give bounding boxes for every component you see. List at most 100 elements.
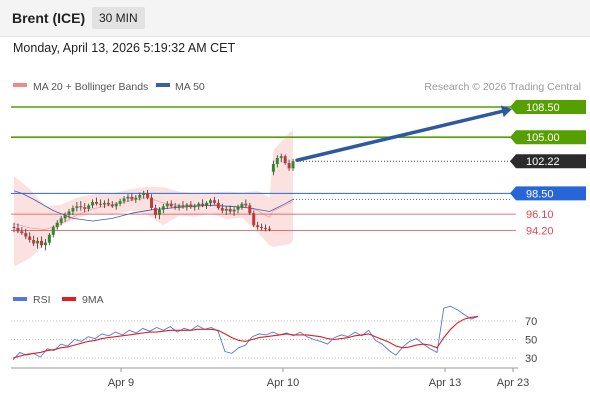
candle-body [287, 163, 291, 169]
rsi-ma-legend-swatch [62, 297, 76, 301]
candle [79, 201, 83, 211]
bollinger-band-fill [14, 130, 293, 267]
rsi-ma-line [12, 315, 479, 359]
candle-body [216, 202, 220, 209]
candle-body [256, 225, 260, 228]
candle-body [169, 203, 173, 207]
current-price-label: 102.22 [526, 156, 560, 168]
candle-body [236, 207, 240, 210]
candle [161, 203, 165, 214]
pivot-tag [510, 186, 586, 201]
candle-body [51, 227, 55, 235]
candle [220, 203, 224, 214]
candle-body [102, 202, 106, 205]
candle [28, 232, 32, 243]
rsi-tick-label: 50 [525, 335, 537, 347]
candle [55, 220, 59, 230]
candle-body [20, 231, 24, 234]
candle [260, 223, 264, 231]
candle-body [12, 227, 16, 229]
candle [110, 201, 114, 209]
support-label: 94.20 [526, 226, 554, 238]
candle-body [83, 207, 87, 209]
candle-body [98, 203, 102, 205]
candle-body [264, 227, 268, 229]
candle [98, 199, 102, 208]
x-axis: Apr 9 Apr 10 Apr 13 Apr 23 [108, 368, 529, 389]
candle [122, 195, 126, 204]
candle-body [16, 227, 20, 232]
x-tick-label: Apr 23 [497, 377, 529, 389]
candle [138, 192, 142, 201]
candle-body [240, 203, 244, 208]
bollinger-legend-label: MA 20 + Bollinger Bands [33, 81, 148, 93]
resistance-tag [510, 130, 586, 145]
instrument-title: Brent (ICE) [12, 10, 86, 26]
rsi-tick-label: 70 [525, 316, 537, 328]
candle [169, 200, 173, 209]
candle [165, 201, 169, 209]
candle [134, 195, 138, 203]
candle [193, 203, 197, 211]
resistance-label: 105.00 [526, 132, 560, 144]
candle [114, 202, 118, 210]
candle [126, 194, 130, 202]
candle [83, 202, 87, 213]
x-tick-label: Apr 10 [267, 377, 299, 389]
rsi-ma-legend-label: 9MA [82, 294, 104, 306]
candle [181, 201, 185, 209]
candle [157, 207, 161, 220]
timeframe-button[interactable]: 30 MIN [92, 7, 145, 29]
candle [271, 160, 275, 176]
candle [146, 189, 150, 200]
candle-body [212, 200, 216, 203]
candle [275, 155, 279, 168]
candle [224, 206, 228, 215]
chart-header: Brent (ICE) 30 MIN [0, 0, 590, 37]
candle-body [201, 203, 205, 206]
candle [177, 203, 181, 211]
candle [185, 202, 189, 211]
candle-body [146, 193, 150, 198]
rsi-legend-label: RSI [33, 294, 51, 306]
candle [248, 202, 252, 215]
ma50-line [13, 190, 294, 222]
candle [71, 205, 75, 215]
x-tick-label: Apr 9 [108, 377, 134, 389]
candle-body [79, 206, 83, 208]
candle-body [67, 211, 71, 215]
candle-body [267, 228, 271, 230]
forecast-arrow-head [500, 105, 512, 118]
candle-body [59, 218, 63, 223]
pivot-label: 98.50 [526, 188, 554, 200]
candle-body [138, 195, 142, 198]
candle-body [165, 203, 169, 207]
ma50-legend-swatch [156, 83, 170, 87]
candle [87, 203, 91, 212]
bollinger-legend-swatch [13, 83, 27, 87]
candle-body [122, 198, 126, 202]
candle [40, 236, 44, 248]
candle [209, 198, 212, 207]
candle [197, 202, 201, 210]
candle-body [205, 202, 209, 206]
rsi-legend-swatch [13, 297, 27, 301]
candle-body [36, 240, 40, 244]
candle-body [157, 209, 161, 215]
candle-body [142, 193, 146, 196]
candle-body [275, 157, 279, 164]
current-price-tag [510, 154, 586, 169]
candle [244, 199, 248, 208]
candle [20, 227, 24, 235]
candle-body [224, 208, 228, 211]
resistance-label: 108.50 [526, 102, 560, 114]
candle-body [43, 242, 47, 246]
candle-body [153, 208, 157, 215]
candle-body [260, 227, 264, 229]
candle [252, 210, 256, 228]
candle-body [75, 206, 79, 209]
candle [240, 202, 244, 210]
candle-body [181, 205, 185, 208]
candle-body [279, 156, 283, 158]
rsi-chart: 70 50 30 [11, 305, 537, 365]
